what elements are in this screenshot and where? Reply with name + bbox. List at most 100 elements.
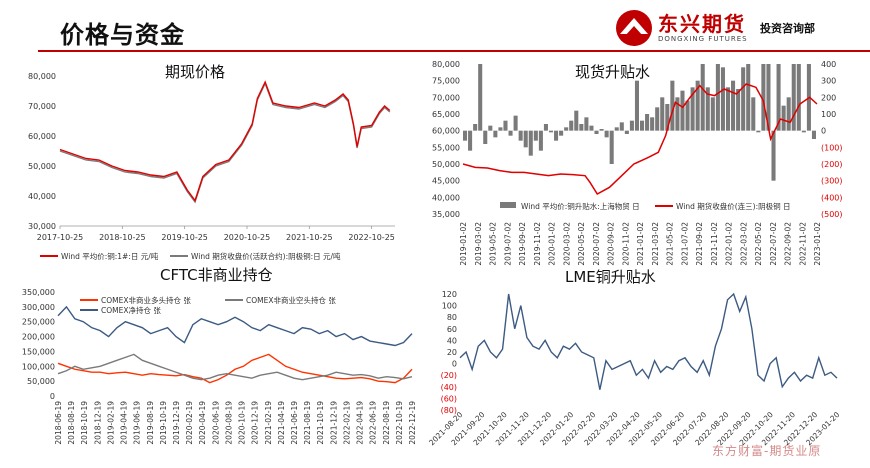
y-tick-label: 150,000 — [22, 347, 55, 356]
chart-title: LME铜升贴水 — [565, 268, 656, 286]
company-logo: 东兴期货 DONGXING FUTURES 投资咨询部 — [614, 8, 854, 48]
bar — [594, 130, 599, 134]
y-tick-label: 60,000 — [28, 132, 56, 141]
legend-item-0-swatch — [500, 202, 516, 208]
y-tick-label: 50,000 — [27, 377, 55, 386]
y-tick-label: 40 — [447, 336, 457, 345]
bar — [776, 64, 781, 131]
chart-title: 现货升贴水 — [575, 63, 651, 81]
x-tick-label: 2019-07-02 — [503, 222, 512, 266]
x-tick-label: 2021-04-19 — [277, 401, 286, 445]
y-left-tick-label: 60,000 — [432, 127, 460, 136]
y-tick-label: 80 — [447, 313, 457, 322]
bar — [604, 130, 609, 138]
x-tick-label: 2017-10-25 — [37, 233, 84, 242]
bar — [619, 122, 624, 131]
bar — [700, 64, 705, 131]
y-tick-label: 0 — [452, 360, 457, 369]
x-tick-label: 2021-09-02 — [695, 222, 704, 266]
chart-cftc-positions: CFTC非商业持仓 0 50,000 100,000 150,000 200,000 25… — [10, 264, 420, 464]
legend-item-1-label: COMEX非商业空头持仓 张 — [246, 295, 336, 305]
bar — [660, 97, 665, 131]
bar — [796, 64, 801, 131]
bar — [614, 127, 619, 131]
x-tick-label: 2019-08-19 — [146, 401, 155, 445]
x-tick-label: 2021-03-02 — [651, 222, 660, 266]
y-tick-label: (40) — [441, 383, 457, 392]
bar — [569, 120, 574, 131]
bar — [791, 64, 796, 131]
bar — [781, 105, 786, 131]
bar — [513, 115, 518, 131]
logo-mark-icon — [616, 10, 652, 46]
x-tick-label: 2022-12-19 — [408, 401, 417, 445]
x-tick-label: 2021-11-02 — [710, 222, 719, 266]
x-tick-label: 2020-08-19 — [224, 401, 233, 445]
bar — [483, 130, 488, 144]
x-tick-label: 2021-08-19 — [303, 401, 312, 445]
y-tick-label: 40,000 — [28, 192, 56, 201]
chart-svg: 30,000 40,000 50,000 60,000 70,000 80,000 2017… — [28, 72, 395, 261]
bar — [761, 64, 766, 131]
bar — [579, 124, 584, 131]
y-tick-label: 100 — [442, 302, 457, 311]
x-tick-label: 2021-07-02 — [680, 222, 689, 266]
y-left-tick-label: 55,000 — [432, 143, 460, 152]
x-tick-label: 2022-04-19 — [356, 401, 365, 445]
bar — [640, 120, 645, 131]
x-tick-label: 2021-10-19 — [316, 401, 325, 445]
x-tick-label: 2020-10-25 — [224, 233, 271, 242]
y-left-tick-label: 80,000 — [432, 60, 460, 69]
x-tick-label: 2021-06-19 — [290, 401, 299, 445]
bar — [665, 104, 670, 131]
bar — [468, 130, 473, 151]
y-tick-label: 350,000 — [22, 288, 55, 297]
bar — [720, 67, 725, 131]
bar — [670, 80, 675, 131]
bar — [690, 87, 695, 131]
bar — [498, 127, 503, 131]
page-title: 价格与资金 — [60, 21, 185, 49]
x-tick-label: 2018-08-19 — [67, 401, 76, 445]
y-tick-label: 120 — [442, 290, 457, 299]
x-tick-label: 2022-05-02 — [754, 222, 763, 266]
x-tick-label: 2018-10-25 — [99, 233, 146, 242]
y-left-tick-label: 65,000 — [432, 110, 460, 119]
x-tick-label: 2018-12-19 — [93, 401, 102, 445]
x-tick-label: 2020-02-19 — [185, 401, 194, 445]
x-tick-label: 2018-06-19 — [54, 401, 63, 445]
bar — [771, 130, 776, 181]
y-left-tick-label: 75,000 — [432, 77, 460, 86]
bar — [473, 124, 478, 131]
series-line — [57, 353, 413, 384]
y-tick-label: (80) — [441, 406, 457, 415]
x-tick-label: 2020-12-19 — [251, 401, 260, 445]
watermark: 东方财富-期货业原 — [712, 444, 822, 458]
legend-item-0-label: Wind 平均价:铜:1#:日 元/吨 — [61, 251, 159, 261]
y-left-tick-label: 70,000 — [432, 93, 460, 102]
legend-item-0-label: COMEX非商业多头持仓 张 — [101, 295, 191, 305]
x-tick-label: 2021-01-02 — [636, 222, 645, 266]
bar — [786, 97, 791, 131]
x-tick-label: 2023-01-02 — [813, 222, 822, 266]
bar — [736, 89, 741, 131]
series-line — [459, 292, 838, 390]
y-right-tick-label: (200) — [821, 160, 843, 169]
x-tick-label: 2020-11-02 — [621, 222, 630, 266]
x-tick-label: 2022-09-02 — [784, 222, 793, 266]
bar — [766, 64, 771, 131]
y-tick-label: 80,000 — [28, 72, 56, 81]
bar — [801, 130, 806, 133]
x-tick-label: 2019-10-19 — [159, 401, 168, 445]
y-tick-label: 50,000 — [28, 162, 56, 171]
x-tick-label: 2020-06-19 — [211, 401, 220, 445]
y-right-tick-label: 100 — [821, 110, 836, 119]
bar — [528, 130, 533, 156]
series-line — [462, 83, 818, 195]
x-tick-label: 2020-03-02 — [562, 222, 571, 266]
y-right-tick-label: 200 — [821, 93, 836, 102]
y-tick-label: 250,000 — [22, 318, 55, 327]
x-tick-label: 2022-10-19 — [395, 401, 404, 445]
bar — [741, 67, 746, 131]
x-tick-label: 2021-05-02 — [666, 222, 675, 266]
